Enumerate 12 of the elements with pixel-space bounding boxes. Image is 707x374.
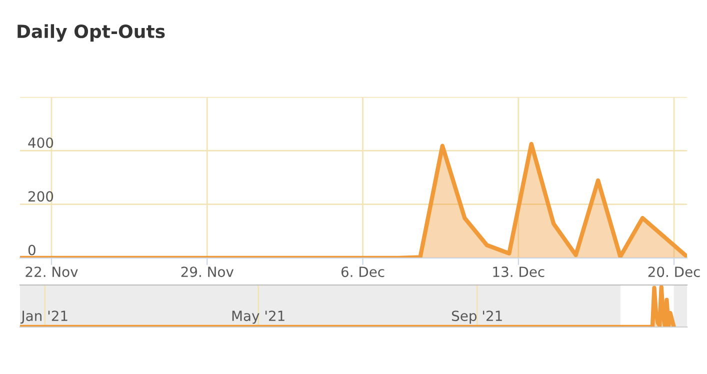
x-tick-label: Sep '21 — [452, 310, 502, 324]
x-tick-label: 22. Nov — [26, 266, 78, 278]
x-tick-label: 6. Dec — [341, 266, 384, 278]
y-tick-label: 0 — [28, 244, 36, 256]
x-tick-label: 20. Dec — [648, 266, 700, 278]
x-tick-label: Jan '21 — [20, 310, 68, 324]
x-tick-label: 29. Nov — [181, 266, 234, 278]
x-tick-label: 13. Dec — [493, 266, 544, 278]
x-tick-label: May '21 — [232, 310, 284, 324]
y-tick-label: 400 — [28, 137, 54, 148]
chart-title: Daily Opt-Outs — [18, 24, 165, 42]
y-tick-label: 200 — [28, 191, 54, 202]
